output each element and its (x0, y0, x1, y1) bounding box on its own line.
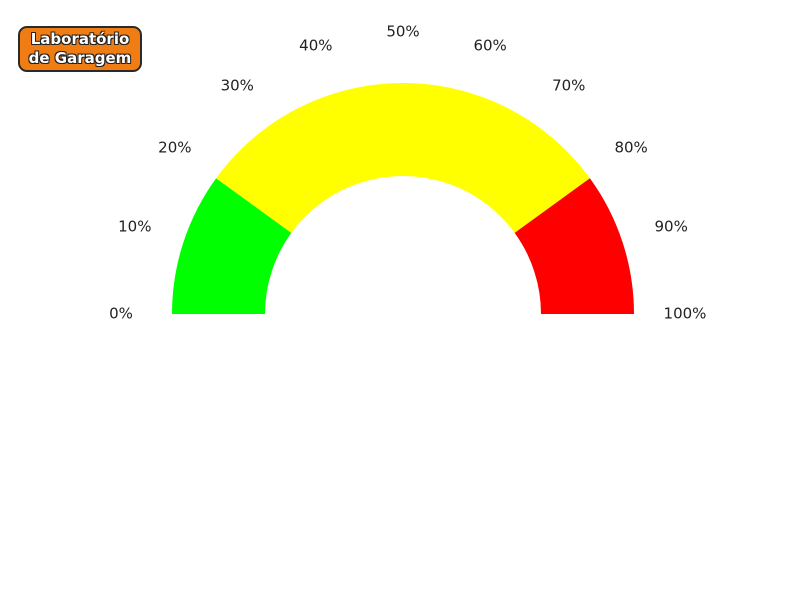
tick-label: 30% (221, 76, 254, 94)
gauge-band-0 (172, 178, 292, 314)
logo-line-2: de Garagem (28, 49, 132, 67)
tick-label: 50% (386, 23, 419, 41)
tick-label: 90% (655, 217, 688, 235)
gauge-tick-labels: 0% 10% 20% 30% 40% 50% 60% 70% 80% 90% 100% (109, 23, 706, 323)
logo-line-1: Laboratório (30, 30, 130, 48)
tick-label: 40% (299, 36, 332, 54)
tick-label: 100% (664, 305, 707, 323)
tick-label: 20% (158, 139, 191, 157)
gauge-bands (172, 82, 634, 314)
tick-label: 60% (473, 36, 506, 54)
tick-label: 80% (614, 139, 647, 157)
tick-label: 10% (118, 217, 151, 235)
logo: Laboratório de Garagem (18, 26, 142, 72)
tick-label: 70% (552, 76, 585, 94)
gauge-band-1 (216, 82, 590, 233)
tick-label: 0% (109, 305, 133, 323)
gauge-band-2 (514, 178, 634, 314)
